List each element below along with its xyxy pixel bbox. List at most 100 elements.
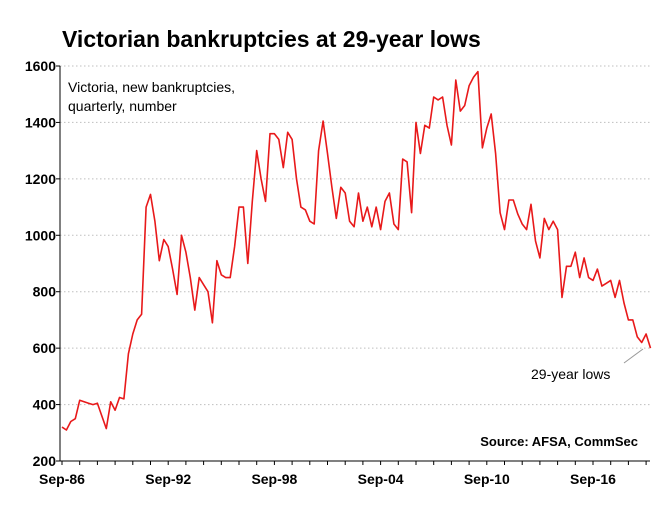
annotation-29-year-lows: 29-year lows	[531, 366, 610, 382]
data-point	[247, 263, 248, 264]
data-point	[84, 401, 85, 402]
data-point	[292, 139, 293, 140]
data-point	[384, 201, 385, 202]
data-point	[358, 192, 359, 193]
data-point	[79, 400, 80, 401]
x-tick-label: Sep-16	[570, 471, 616, 487]
data-point	[486, 128, 487, 129]
data-point	[469, 85, 470, 86]
data-point	[566, 266, 567, 267]
data-point	[119, 397, 120, 398]
data-point	[150, 194, 151, 195]
data-point	[362, 221, 363, 222]
data-point	[424, 125, 425, 126]
data-point	[553, 221, 554, 222]
data-point	[407, 161, 408, 162]
data-point	[141, 314, 142, 315]
data-point	[146, 207, 147, 208]
data-point	[539, 257, 540, 258]
data-point	[234, 246, 235, 247]
x-tick-label: Sep-04	[358, 471, 404, 487]
source-note: Source: AFSA, CommSec	[480, 434, 638, 449]
data-point	[433, 96, 434, 97]
y-tick-label: 800	[33, 284, 57, 300]
data-point	[323, 120, 324, 121]
data-point	[557, 229, 558, 230]
data-point	[216, 260, 217, 261]
data-point	[296, 178, 297, 179]
y-tick-label: 600	[33, 340, 57, 356]
data-point	[269, 133, 270, 134]
data-point	[380, 229, 381, 230]
y-axis-ticks: 200 400 600 800 1000 1200 1400 1600	[25, 58, 60, 469]
data-point	[340, 187, 341, 188]
data-point	[97, 403, 98, 404]
data-point	[354, 226, 355, 227]
y-tick-label: 400	[33, 397, 57, 413]
data-point	[411, 212, 412, 213]
data-point	[154, 221, 155, 222]
data-point	[646, 333, 647, 334]
x-tick-label: Sep-10	[464, 471, 510, 487]
data-point	[570, 266, 571, 267]
data-point	[163, 239, 164, 240]
data-point	[442, 96, 443, 97]
data-point	[207, 291, 208, 292]
data-point	[88, 403, 89, 404]
data-point	[420, 153, 421, 154]
data-point	[495, 153, 496, 154]
data-point	[637, 336, 638, 337]
data-point	[402, 159, 403, 160]
data-point	[619, 280, 620, 281]
data-point	[238, 207, 239, 208]
chart-title: Victorian bankruptcies at 29-year lows	[62, 26, 481, 52]
data-point	[641, 342, 642, 343]
data-point	[367, 207, 368, 208]
data-point	[584, 257, 585, 258]
data-point	[610, 280, 611, 281]
y-tick-label: 1400	[25, 114, 56, 130]
y-tick-label: 1000	[25, 227, 56, 243]
data-point	[601, 286, 602, 287]
data-point	[123, 398, 124, 399]
data-point	[261, 178, 262, 179]
data-point	[588, 277, 589, 278]
data-point	[331, 187, 332, 188]
data-point	[615, 297, 616, 298]
data-point	[336, 218, 337, 219]
data-point	[66, 429, 67, 430]
data-point	[473, 77, 474, 78]
data-point	[177, 294, 178, 295]
data-point	[522, 223, 523, 224]
data-point	[504, 229, 505, 230]
data-point	[194, 310, 195, 311]
data-point	[212, 322, 213, 323]
x-axis-ticks: Sep-86 Sep-92 Sep-98 Sep-04 Sep-10 Sep-16	[39, 461, 647, 487]
chart-subtitle-line-1: Victoria, new bankruptcies,	[68, 79, 235, 95]
y-tick-label: 1600	[25, 58, 56, 74]
data-point	[548, 229, 549, 230]
data-point	[455, 80, 456, 81]
data-point	[623, 302, 624, 303]
data-point	[318, 150, 319, 151]
data-point	[575, 252, 576, 253]
data-point	[632, 319, 633, 320]
data-point	[345, 192, 346, 193]
data-point	[415, 122, 416, 123]
data-point	[199, 277, 200, 278]
data-point	[92, 404, 93, 405]
data-point	[592, 280, 593, 281]
data-point	[309, 221, 310, 222]
data-point	[61, 427, 62, 428]
data-point	[300, 207, 301, 208]
data-point	[101, 415, 102, 416]
data-point	[628, 319, 629, 320]
data-point	[181, 235, 182, 236]
data-point	[438, 99, 439, 100]
annotation-leader-line	[623, 348, 644, 364]
data-point	[513, 199, 514, 200]
data-point	[225, 277, 226, 278]
data-point	[252, 201, 253, 202]
data-point	[305, 209, 306, 210]
y-tick-label: 1200	[25, 171, 56, 187]
